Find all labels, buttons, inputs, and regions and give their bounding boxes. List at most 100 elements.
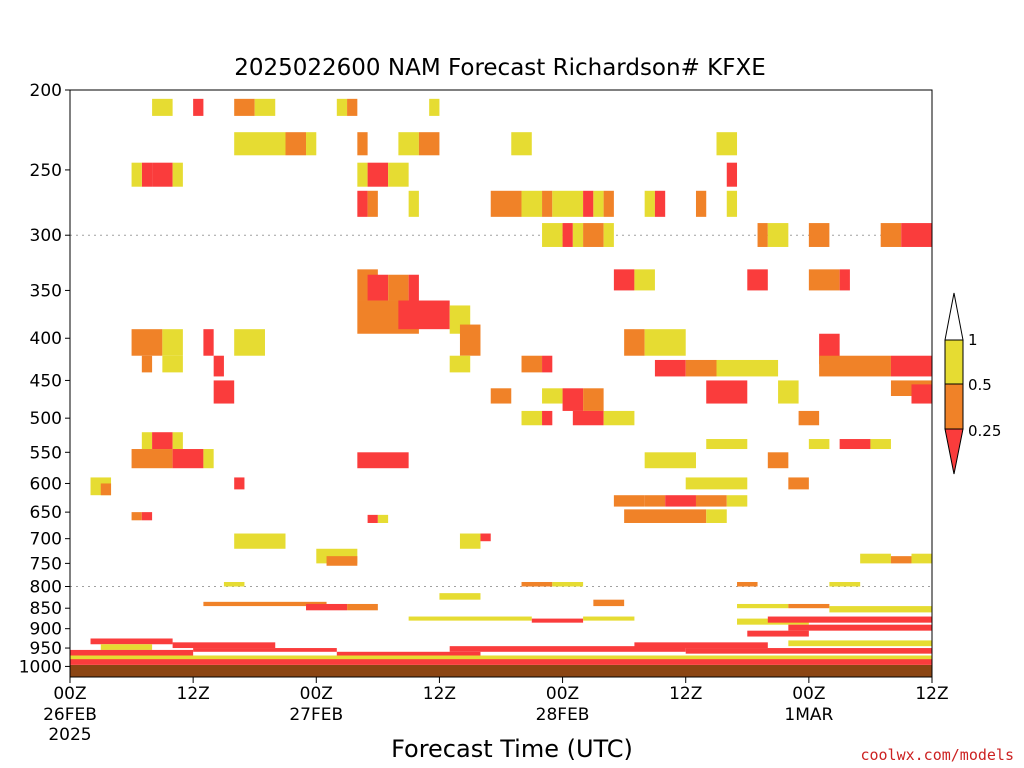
cell-17 bbox=[172, 162, 183, 187]
cell-138 bbox=[593, 599, 625, 607]
cell-159 bbox=[70, 657, 932, 665]
cell-104 bbox=[767, 452, 789, 469]
y-tick-label-250: 250 bbox=[30, 161, 62, 181]
cell-94 bbox=[172, 432, 183, 450]
cell-35 bbox=[695, 190, 707, 217]
cell-146 bbox=[767, 616, 932, 623]
y-tick-label-900: 900 bbox=[30, 620, 62, 640]
x-tick-label-4: 00Z bbox=[546, 684, 579, 704]
cell-132 bbox=[737, 581, 758, 587]
x-tick-year-0: 2025 bbox=[48, 725, 91, 745]
cell-70 bbox=[449, 355, 471, 373]
y-tick-label-550: 550 bbox=[30, 443, 62, 463]
cell-112 bbox=[665, 495, 696, 507]
cell-53 bbox=[747, 269, 768, 291]
x-tick-date-4: 28FEB bbox=[536, 705, 590, 725]
cell-110 bbox=[613, 495, 645, 507]
x-tick-date-6: 1MAR bbox=[784, 705, 833, 725]
cell-109 bbox=[788, 477, 809, 490]
cell-130 bbox=[521, 581, 553, 587]
cell-7 bbox=[234, 132, 286, 156]
cell-142 bbox=[408, 616, 532, 621]
cell-80 bbox=[542, 388, 563, 404]
cell-149 bbox=[90, 638, 173, 645]
cell-144 bbox=[583, 616, 635, 621]
cell-100 bbox=[808, 439, 830, 450]
y-tick-label-450: 450 bbox=[30, 371, 62, 391]
cell-106 bbox=[100, 483, 112, 496]
cell-51 bbox=[613, 269, 635, 291]
gridlines bbox=[70, 234, 932, 587]
cell-33 bbox=[644, 190, 655, 217]
cell-23 bbox=[357, 190, 368, 217]
y-tick-label-950: 950 bbox=[30, 639, 62, 659]
cell-62 bbox=[234, 329, 265, 356]
cell-40 bbox=[583, 223, 604, 247]
y-tick-label-300: 300 bbox=[30, 226, 62, 246]
cell-91 bbox=[798, 410, 820, 426]
cell-150 bbox=[100, 644, 153, 650]
cell-59 bbox=[131, 329, 163, 356]
cell-119 bbox=[367, 514, 378, 523]
cell-107 bbox=[234, 477, 245, 490]
y-tick-label-650: 650 bbox=[30, 503, 62, 523]
x-tick-label-6: 00Z bbox=[792, 684, 825, 704]
cell-97 bbox=[203, 449, 214, 469]
cell-153 bbox=[193, 648, 337, 652]
credit-text: coolwx.com/models bbox=[860, 746, 1014, 764]
cell-24 bbox=[367, 190, 378, 217]
cell-141 bbox=[829, 606, 932, 613]
cell-10 bbox=[357, 132, 368, 156]
cell-117 bbox=[131, 512, 142, 521]
cell-48 bbox=[367, 274, 389, 301]
cell-76 bbox=[819, 355, 891, 377]
cell-18 bbox=[131, 162, 142, 187]
cell-128 bbox=[911, 553, 932, 564]
cell-31 bbox=[593, 190, 604, 217]
cell-90 bbox=[603, 410, 635, 426]
cell-143 bbox=[531, 618, 584, 623]
cell-75 bbox=[716, 359, 779, 377]
cell-9 bbox=[306, 132, 317, 156]
cell-12 bbox=[418, 132, 440, 156]
cell-69 bbox=[213, 355, 224, 377]
cell-123 bbox=[326, 556, 358, 566]
cell-15 bbox=[141, 162, 153, 187]
x-tick-label-0: 00Z bbox=[53, 684, 86, 704]
cell-32 bbox=[603, 190, 614, 217]
cell-55 bbox=[839, 269, 850, 291]
cell-28 bbox=[542, 190, 553, 217]
cell-115 bbox=[624, 509, 707, 523]
cell-118 bbox=[141, 512, 153, 521]
cell-50 bbox=[408, 274, 419, 301]
plot-frame bbox=[69, 89, 933, 678]
y-axis-ticks: 200 250 300 350 400 450 500 550 600 650 700 750 8008… bbox=[19, 81, 70, 677]
cell-5 bbox=[347, 98, 358, 116]
legend-label-0: 1 bbox=[968, 331, 978, 349]
cell-84 bbox=[778, 380, 799, 404]
legend-swatch-1 bbox=[944, 383, 964, 430]
ground-surface bbox=[70, 665, 932, 677]
cell-140 bbox=[788, 603, 830, 609]
y-tick-label-850: 850 bbox=[30, 599, 62, 619]
cell-16 bbox=[152, 162, 173, 187]
cell-120 bbox=[377, 514, 389, 523]
cell-42 bbox=[757, 223, 768, 247]
cell-6 bbox=[429, 98, 440, 116]
cell-83 bbox=[706, 380, 748, 404]
cell-129 bbox=[223, 581, 245, 587]
cell-34 bbox=[654, 190, 666, 217]
cell-22 bbox=[726, 162, 738, 187]
cell-4 bbox=[336, 98, 348, 116]
cell-43 bbox=[767, 223, 789, 247]
cell-38 bbox=[562, 223, 573, 247]
legend-label-2: 0.25 bbox=[968, 422, 1001, 440]
cell-25 bbox=[408, 190, 419, 217]
x-tick-label-7: 12Z bbox=[915, 684, 948, 704]
legend-label-1: 0.5 bbox=[968, 376, 992, 394]
cell-57 bbox=[398, 300, 450, 330]
cell-101 bbox=[839, 439, 871, 450]
cell-116 bbox=[706, 509, 727, 523]
